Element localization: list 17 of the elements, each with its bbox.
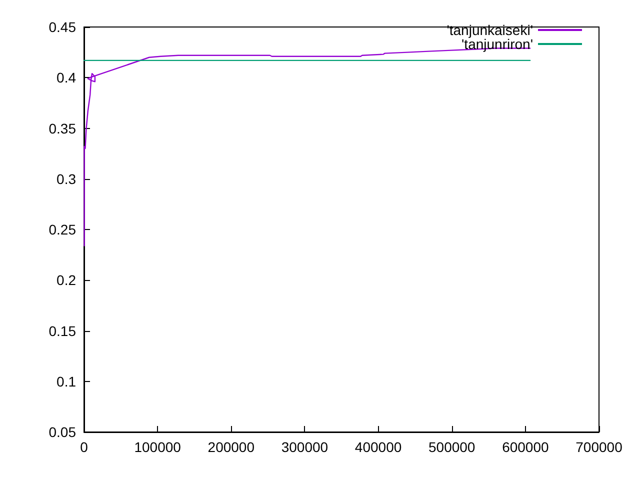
x-tick-label: 100000: [134, 439, 182, 455]
y-tick-label: 0.25: [48, 222, 76, 238]
x-tick-label: 300000: [281, 439, 328, 455]
y-tick-label: 0.1: [56, 373, 76, 390]
x-tick-label: 400000: [354, 439, 402, 455]
x-tick-label: 600000: [502, 439, 549, 455]
x-tick-label: 200000: [208, 439, 255, 455]
x-tick-label: 500000: [428, 439, 476, 455]
y-tick-label: 0.05: [48, 424, 76, 440]
x-tick-label: 700000: [576, 439, 623, 455]
x-tick-label: 0: [80, 439, 88, 455]
y-tick-label: 0.3: [56, 170, 76, 187]
y-tick-label: 0.2: [56, 272, 76, 288]
y-tick-label: 0.45: [48, 19, 76, 35]
y-tick-label: 0.15: [48, 322, 76, 339]
y-tick-label: 0.4: [56, 70, 76, 86]
y-tick-label: 0.35: [48, 120, 76, 136]
